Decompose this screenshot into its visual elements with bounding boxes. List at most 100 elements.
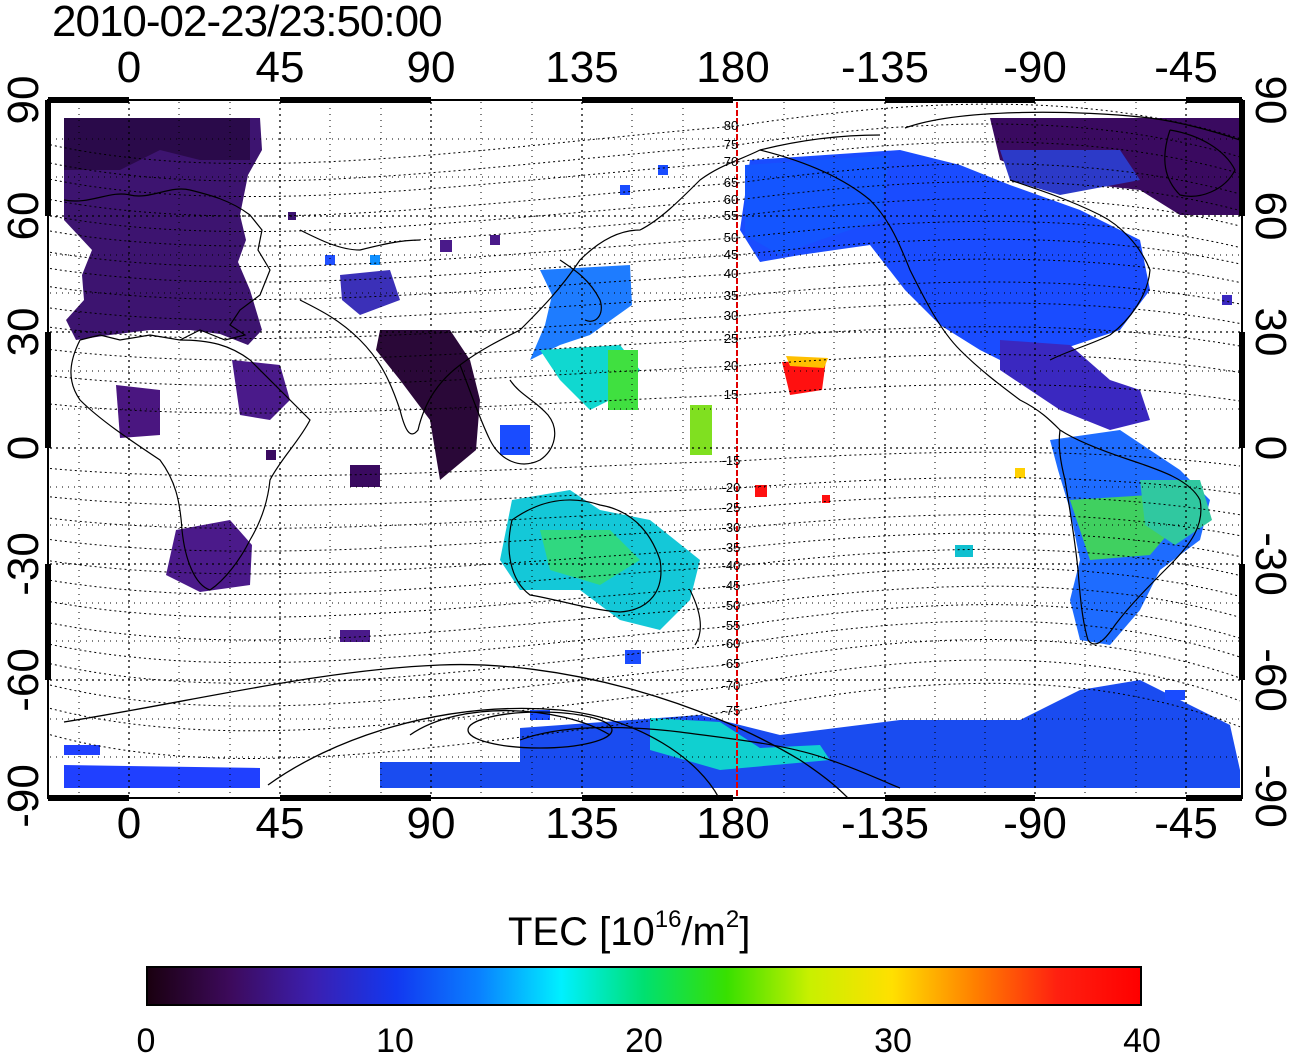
tick-bottom-label: 135	[545, 799, 619, 848]
mag-latitude-label: 40	[724, 266, 738, 281]
magnetic-latitude-contours	[49, 103, 1241, 759]
mag-contour-line	[49, 639, 1241, 707]
tec-patch	[530, 710, 550, 720]
tick-right-label: -90	[1246, 764, 1292, 828]
tec-region-se-brazil	[1140, 480, 1212, 545]
tick-left-label: -90	[0, 764, 48, 828]
tec-patch	[370, 255, 380, 265]
tick-right-label: -30	[1246, 532, 1292, 596]
mag-latitude-label: -20	[722, 480, 741, 495]
tec-patch	[64, 745, 100, 755]
mag-contour-line	[49, 123, 1241, 182]
tick-left-label: 90	[0, 75, 48, 125]
tick-top-label: -45	[1154, 43, 1218, 92]
mag-latitude-label: -50	[722, 598, 741, 613]
mag-latitude-label: -45	[722, 578, 741, 593]
tec-region-alaska	[745, 155, 890, 255]
mag-contour-line	[49, 585, 1241, 641]
tec-patch	[690, 405, 712, 455]
tec-colorbar	[146, 966, 1142, 1006]
mag-latitude-label: 65	[724, 175, 738, 190]
tick-bottom-label: -135	[840, 799, 930, 848]
tec-region-antarctica-south-edge	[64, 765, 260, 788]
tec-patch	[440, 240, 452, 252]
mag-contour-line	[49, 354, 1241, 387]
mag-contour-line	[49, 495, 1241, 529]
mag-contour-line	[49, 198, 1241, 247]
mag-contour-line	[49, 103, 1241, 165]
colorbar-tick-label: 20	[625, 1022, 663, 1060]
tick-left-label: 30	[0, 307, 48, 357]
tick-top-label: 0	[116, 43, 142, 92]
mag-contour-line	[49, 181, 1241, 233]
tick-bottom-label: -90	[1003, 799, 1067, 848]
tick-left-label: 0	[0, 435, 48, 461]
mag-latitude-label: -40	[722, 558, 741, 573]
tick-bottom-label: 45	[255, 799, 305, 848]
mag-contour-line	[49, 567, 1241, 618]
minor-grid	[50, 102, 1240, 796]
mag-latitude-label: -70	[722, 678, 741, 693]
mag-latitude-label: -55	[722, 618, 741, 633]
tec-region-india	[376, 330, 480, 480]
mag-latitude-label: -15	[722, 453, 741, 468]
colorbar-tick-label: 30	[874, 1022, 912, 1060]
mag-latitude-label: 25	[724, 331, 738, 346]
mag-latitude-label: 30	[724, 308, 738, 323]
mag-latitude-label: -30	[722, 520, 741, 535]
tec-patch	[620, 185, 630, 195]
mag-contour-line	[49, 258, 1241, 301]
tec-patch	[1165, 690, 1185, 700]
mag-latitude-label: 35	[724, 288, 738, 303]
coastlines	[63, 129, 1236, 789]
tec-patch	[500, 425, 530, 455]
mag-contour-line	[49, 659, 1241, 732]
tick-left-label: -30	[0, 532, 48, 596]
mag-latitude-label: 55	[724, 208, 738, 223]
tec-region-hawaii	[782, 360, 826, 395]
tec-patch	[266, 450, 276, 460]
tick-top-label: -90	[1003, 43, 1067, 92]
tick-top-label: 45	[255, 43, 305, 92]
tec-patch	[658, 165, 668, 175]
tec-region-canada-north	[1000, 150, 1140, 195]
tec-region-central-america	[1000, 340, 1150, 430]
tick-left-label: 60	[0, 191, 48, 241]
tec-patch	[955, 545, 973, 557]
colorbar-tick-label: 10	[376, 1022, 414, 1060]
mag-contour-line	[49, 532, 1241, 575]
tick-bottom-label: -45	[1154, 799, 1218, 848]
mag-latitude-label: -65	[722, 656, 741, 671]
mag-contour-line	[49, 238, 1241, 283]
tick-top-label: 135	[545, 43, 619, 92]
mag-contour-line	[49, 682, 1241, 759]
tec-region-japan	[530, 265, 632, 360]
tec-region-antarctica-west	[380, 680, 1240, 788]
tec-patch	[325, 255, 335, 265]
mag-contour-line	[49, 620, 1241, 684]
mag-latitude-label: 60	[724, 192, 738, 207]
mag-contour-line	[49, 548, 1241, 596]
mag-latitude-label: 50	[724, 230, 738, 245]
tick-right-label: -60	[1246, 648, 1292, 712]
tec-region-nw-africa	[116, 385, 160, 438]
mag-latitude-label: -75	[722, 703, 741, 718]
mag-contour-line	[49, 477, 1241, 507]
tick-right-label: 30	[1246, 307, 1292, 357]
mag-latitude-label: -60	[722, 636, 741, 651]
mag-contour-line	[49, 451, 1241, 477]
tick-bottom-label: 0	[116, 799, 142, 848]
mag-latitude-label: 15	[724, 387, 738, 402]
tec-patch	[490, 235, 500, 245]
tec-patch	[608, 350, 638, 410]
tick-top-label: 180	[696, 43, 770, 92]
map-title: 2010-02-23/23:50:00	[52, 0, 443, 46]
tec-patch	[625, 650, 641, 664]
mag-latitude-label: -25	[722, 500, 741, 515]
south-pole-contours	[63, 111, 1241, 798]
tec-patch	[755, 485, 767, 497]
frame-ticks	[45, 97, 1245, 801]
tick-bottom-label: 180	[696, 799, 770, 848]
